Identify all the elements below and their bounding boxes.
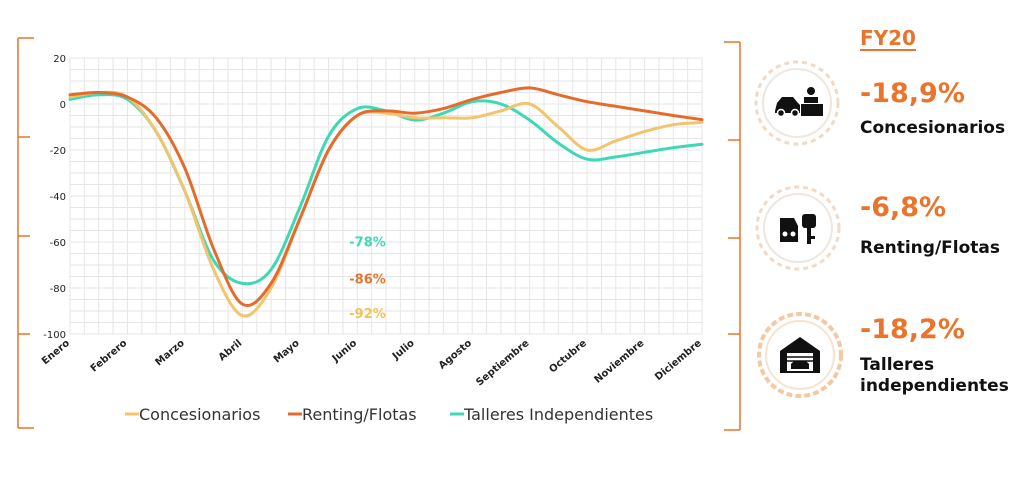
garage-icon bbox=[757, 312, 843, 398]
kpi-value-renting: -6,8% bbox=[860, 192, 947, 223]
x-tick-label: Febrero bbox=[89, 338, 130, 375]
x-tick-label: Marzo bbox=[153, 338, 186, 369]
x-tick-label: Junio bbox=[330, 338, 360, 365]
x-tick-label: Abril bbox=[217, 338, 245, 364]
y-axis: 20 0 -20 -40 -60 -80 -100 bbox=[43, 54, 66, 341]
x-tick-label: Noviembre bbox=[592, 338, 646, 386]
annotation-label: -78% bbox=[349, 236, 386, 251]
kpi-value-talleres: -18,2% bbox=[860, 314, 965, 345]
series-line-renting bbox=[68, 86, 704, 307]
y-tick-label: -100 bbox=[43, 330, 66, 341]
annotation-label: -92% bbox=[349, 307, 386, 322]
annotations: -78% -86% -92% bbox=[349, 236, 386, 322]
legend-label: Concesionarios bbox=[139, 405, 260, 424]
x-tick-label: Septiembre bbox=[474, 338, 531, 389]
y-tick-label: -20 bbox=[50, 146, 66, 157]
x-tick-label: Octubre bbox=[547, 338, 589, 376]
x-axis: Enero Febrero Marzo Abril Mayo Junio Julio Agos… bbox=[40, 338, 704, 389]
chart-grid bbox=[69, 57, 703, 335]
fy-title: FY20 bbox=[860, 26, 916, 50]
kpi-label-talleres-line2: independientes bbox=[860, 376, 1009, 396]
y-tick-label: 20 bbox=[53, 54, 66, 65]
y-tick-label: -40 bbox=[50, 192, 66, 203]
dealer-icon bbox=[754, 60, 840, 146]
right-bracket bbox=[724, 41, 741, 431]
car-key-icon bbox=[755, 185, 841, 271]
x-tick-label: Julio bbox=[390, 338, 417, 363]
series-lines bbox=[68, 86, 704, 318]
legend-label: Renting/Flotas bbox=[302, 405, 417, 424]
kpi-label-renting: Renting/Flotas bbox=[860, 238, 1000, 258]
x-tick-label: Diciembre bbox=[653, 338, 704, 383]
x-tick-label: Mayo bbox=[272, 338, 302, 366]
x-tick-label: Agosto bbox=[437, 338, 474, 372]
kpi-value-concesionarios: -18,9% bbox=[860, 78, 965, 109]
legend: Concesionarios Renting/Flotas Talleres Ind… bbox=[125, 405, 653, 424]
kpi-label-talleres-line1: Talleres bbox=[860, 355, 935, 375]
annotation-label: -86% bbox=[349, 272, 386, 287]
x-tick-label: Enero bbox=[40, 338, 72, 367]
y-tick-label: -80 bbox=[50, 284, 66, 295]
left-bracket bbox=[17, 37, 34, 429]
series-line-concesionarios bbox=[68, 90, 704, 318]
kpi-label-concesionarios: Concesionarios bbox=[860, 118, 1006, 138]
y-tick-label: 0 bbox=[60, 100, 66, 111]
y-tick-label: -60 bbox=[50, 238, 66, 249]
legend-label: Talleres Independientes bbox=[463, 405, 653, 424]
